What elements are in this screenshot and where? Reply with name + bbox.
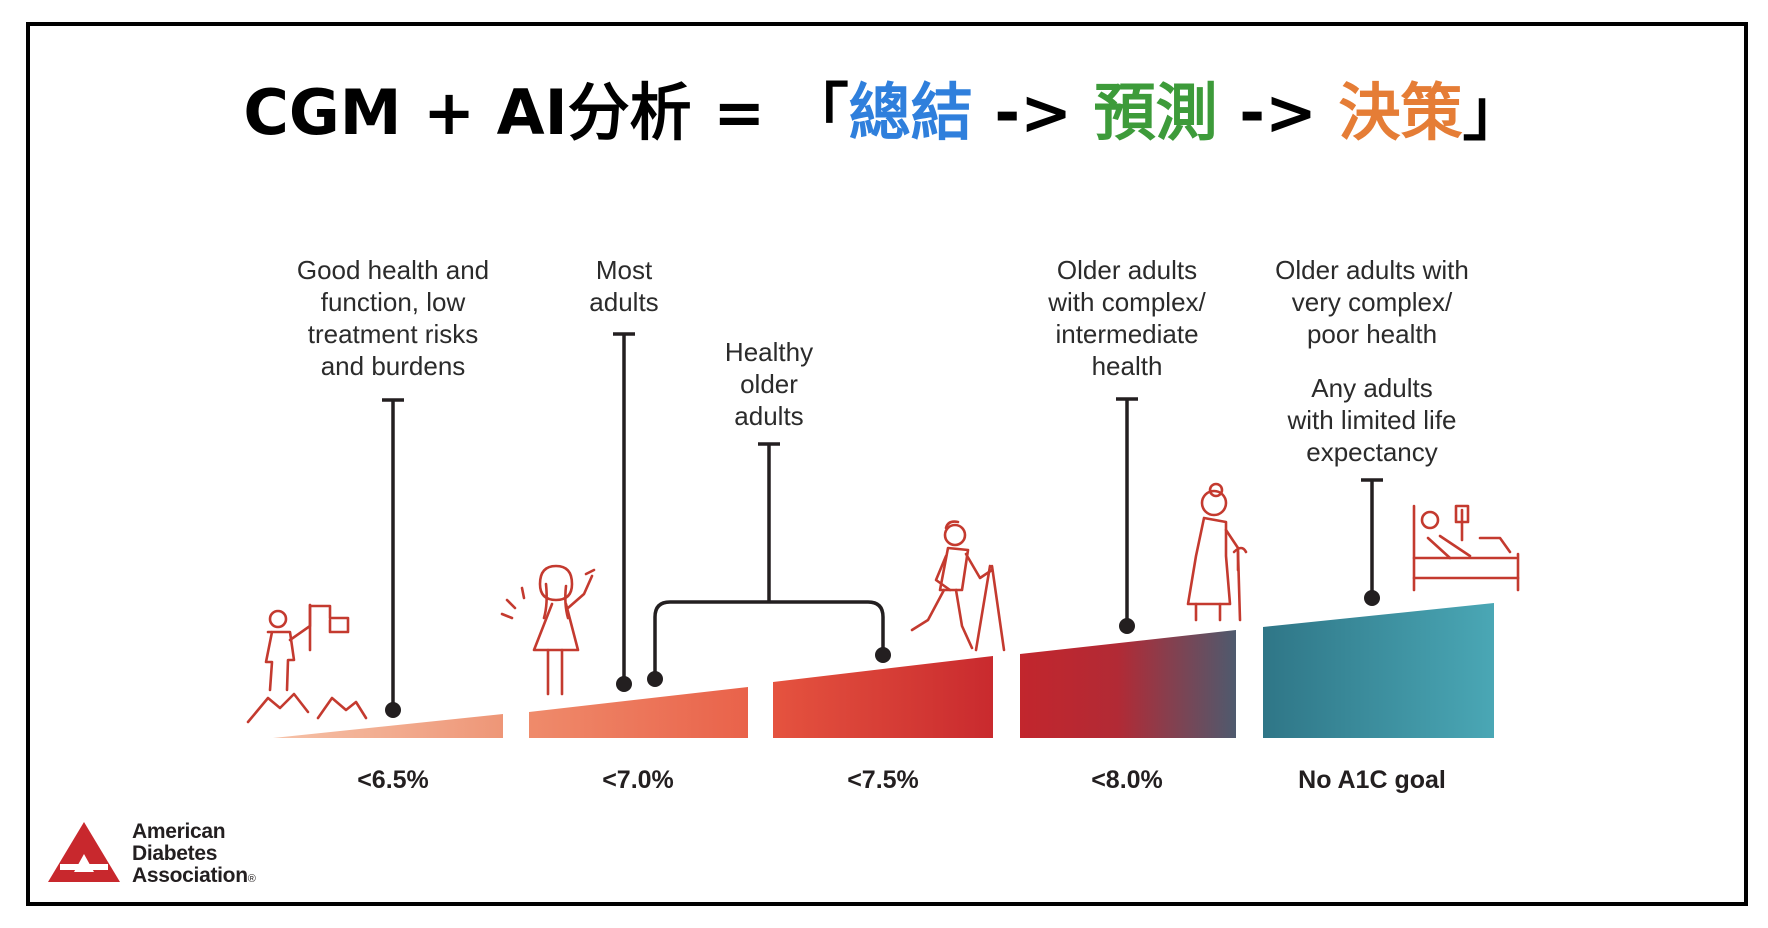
ramp-segment-no-goal — [1263, 603, 1494, 738]
ramp-segment-8-0 — [1020, 630, 1236, 738]
ramp-segment-6-5 — [273, 714, 503, 738]
logo-line-3: Association® — [132, 865, 256, 890]
pointer-very-complex — [1361, 478, 1383, 606]
goal-none: No A1C goal — [1298, 766, 1446, 794]
label-good-health: Good health and function, low treatment … — [296, 255, 490, 381]
climber-with-flag-icon — [246, 603, 368, 724]
label-older-complex: Older adults with complex/ intermediate … — [1048, 255, 1206, 381]
logo-registered-mark: ® — [247, 873, 256, 885]
patient-in-bed-icon — [1412, 504, 1520, 592]
pointer-healthy-older — [647, 442, 891, 687]
title-word-decide: 決策 — [1338, 76, 1463, 149]
figure-frame — [26, 22, 1748, 906]
pointer-older-complex — [1116, 397, 1138, 634]
title-word-predict: 預測 — [1093, 76, 1218, 149]
title-arrow-1: -> — [972, 76, 1094, 149]
label-most-adults: Most adults — [589, 255, 659, 317]
logo-line-2: Diabetes — [132, 842, 218, 865]
logo-line-3-text: Association — [132, 864, 248, 887]
goal-7-0: <7.0% — [602, 766, 674, 794]
label-limited-life: Any adults with limited life expectancy — [1287, 373, 1457, 467]
ada-logo-icon — [48, 822, 120, 882]
label-healthy-older-adults: Healthy older adults — [724, 337, 814, 431]
elderly-woman-with-cane-icon — [1186, 482, 1248, 622]
pointer-most-adults — [613, 332, 635, 692]
waving-woman-icon — [500, 564, 596, 696]
pointer-good-health — [382, 398, 404, 718]
goal-8-0: <8.0% — [1091, 766, 1163, 794]
ramp-segment-7-0 — [529, 687, 748, 738]
title-word-summary: 總結 — [848, 76, 973, 149]
goal-7-5: <7.5% — [847, 766, 919, 794]
ramp-segment-7-5 — [773, 656, 993, 738]
ada-logo-text: American Diabetes Association® — [132, 821, 256, 890]
goal-6-5: <6.5% — [357, 766, 429, 794]
label-older-very-complex: Older adults with very complex/ poor hea… — [1275, 255, 1469, 349]
title-prefix: CGM + AI分析 = 「 — [243, 76, 849, 149]
page-title: CGM + AI分析 = 「總結 -> 預測 -> 決策」 — [0, 62, 1768, 152]
hiker-with-poles-icon — [910, 520, 1006, 652]
title-arrow-2: -> — [1217, 76, 1339, 149]
title-suffix: 」 — [1462, 76, 1525, 149]
logo-line-1: American — [132, 820, 226, 843]
